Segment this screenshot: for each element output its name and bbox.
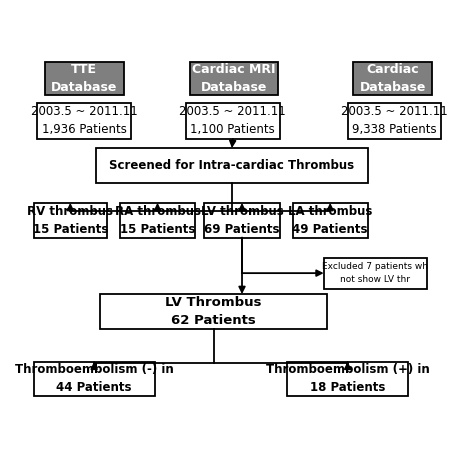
FancyBboxPatch shape xyxy=(190,63,278,95)
Text: Excluded 7 patients wh
not show LV thr: Excluded 7 patients wh not show LV thr xyxy=(322,263,428,284)
FancyBboxPatch shape xyxy=(34,203,107,237)
Text: Thromboembolism (+) in
18 Patients: Thromboembolism (+) in 18 Patients xyxy=(266,364,429,394)
Text: TTE
Database: TTE Database xyxy=(51,63,117,94)
FancyBboxPatch shape xyxy=(186,102,280,139)
FancyBboxPatch shape xyxy=(287,362,408,396)
FancyBboxPatch shape xyxy=(100,294,328,329)
FancyBboxPatch shape xyxy=(120,203,195,237)
Text: LV thrombus
69 Patients: LV thrombus 69 Patients xyxy=(201,205,283,236)
FancyBboxPatch shape xyxy=(45,63,124,95)
Text: Thromboembolism (-) in
44 Patients: Thromboembolism (-) in 44 Patients xyxy=(15,364,173,394)
Text: RA thrombus
15 Patients: RA thrombus 15 Patients xyxy=(115,205,201,236)
FancyBboxPatch shape xyxy=(34,362,155,396)
FancyBboxPatch shape xyxy=(204,203,280,237)
Text: Cardiac MRI
Database: Cardiac MRI Database xyxy=(192,63,275,94)
Text: Screened for Intra-cardiac Thrombus: Screened for Intra-cardiac Thrombus xyxy=(109,159,355,172)
FancyBboxPatch shape xyxy=(292,203,368,237)
Text: 2003.5 ~ 2011.11
1,936 Patients: 2003.5 ~ 2011.11 1,936 Patients xyxy=(31,105,137,136)
Text: 2003.5 ~ 2011.11
1,100 Patients: 2003.5 ~ 2011.11 1,100 Patients xyxy=(180,105,286,136)
FancyBboxPatch shape xyxy=(347,102,441,139)
Text: RV thrombus
15 Patients: RV thrombus 15 Patients xyxy=(27,205,113,236)
Text: Cardiac
Database: Cardiac Database xyxy=(359,63,426,94)
FancyBboxPatch shape xyxy=(324,258,427,289)
Text: 2003.5 ~ 2011.11
9,338 Patients: 2003.5 ~ 2011.11 9,338 Patients xyxy=(341,105,448,136)
Text: LA thrombus
49 Patients: LA thrombus 49 Patients xyxy=(288,205,373,236)
FancyBboxPatch shape xyxy=(37,102,131,139)
Text: LV Thrombus
62 Patients: LV Thrombus 62 Patients xyxy=(165,296,262,327)
FancyBboxPatch shape xyxy=(353,63,432,95)
FancyBboxPatch shape xyxy=(96,148,368,183)
